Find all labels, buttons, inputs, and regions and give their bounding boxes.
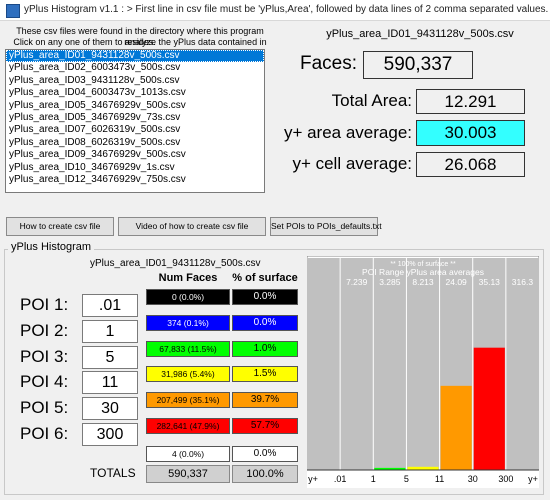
surface-header: % of surface xyxy=(232,272,298,284)
video-how-to-button[interactable]: Video of how to create csv file xyxy=(118,217,266,236)
current-file-name: yPlus_area_ID01_9431128v_500s.csv xyxy=(326,28,514,40)
instruction-line-1: These csv files were found in the direct… xyxy=(16,26,264,47)
faces-value: 590,337 xyxy=(363,51,473,79)
range-surface-cell: 1.5% xyxy=(232,366,298,382)
file-list-item[interactable]: yPlus_area_ID03_9431128v_500s.csv xyxy=(9,74,180,86)
poi-value-input[interactable]: 300 xyxy=(82,423,138,446)
set-pois-defaults-button[interactable]: Set POIs to POIs_defaults.txt xyxy=(270,217,382,236)
range-surface-cell: 39.7% xyxy=(232,392,298,408)
poi-label: POI 4: xyxy=(20,372,69,391)
range-average-label: 7.239 xyxy=(346,277,368,287)
histogram-bar xyxy=(407,466,439,470)
range-surface-cell: 57.7% xyxy=(232,418,298,434)
x-tick-label: y+ xyxy=(308,474,318,484)
csv-file-listbox[interactable]: yPlus_area_ID01_9431128v_500s.csv yPlus_a… xyxy=(5,49,265,193)
file-list-item[interactable]: yPlus_area_ID08_6026319v_500s.csv xyxy=(9,136,181,148)
app-icon xyxy=(6,4,20,18)
totals-label: TOTALS xyxy=(90,466,136,480)
range-surface-cell: 0.0% xyxy=(232,446,298,462)
range-faces-cell: 374 (0.1%) xyxy=(146,315,230,331)
histogram-bar xyxy=(374,467,406,470)
poi-value-input[interactable]: 30 xyxy=(82,397,138,420)
how-to-create-csv-button[interactable]: How to create csv file xyxy=(6,217,114,236)
poi-label: POI 6: xyxy=(20,424,69,443)
chart-x-axis-band xyxy=(307,470,539,488)
x-tick-label: 5 xyxy=(404,474,409,484)
file-list-item[interactable]: yPlus_area_ID01_9431128v_500s.csv xyxy=(6,50,264,63)
file-list-item[interactable]: yPlus_area_ID05_34676929v_73s.csv xyxy=(9,111,181,123)
poi-value-input[interactable]: 11 xyxy=(82,371,138,394)
range-surface-cell: 0.0% xyxy=(232,289,298,305)
histogram-group-title: yPlus Histogram xyxy=(8,241,95,253)
total-area-value: 12.291 xyxy=(416,89,525,114)
poi-label: POI 1: xyxy=(20,295,69,314)
file-list-item[interactable]: yPlus_area_ID05_34676929v_500s.csv xyxy=(9,99,186,111)
range-faces-cell: 67,833 (11.5%) xyxy=(146,341,230,357)
range-average-label: 24.09 xyxy=(446,277,468,287)
totals-faces: 590,337 xyxy=(146,465,230,483)
histogram-group xyxy=(4,249,544,495)
range-average-label: 8.213 xyxy=(412,277,434,287)
file-list-item[interactable]: yPlus_area_ID09_34676929v_500s.csv xyxy=(9,149,186,161)
poi-value-input[interactable]: 5 xyxy=(82,346,138,369)
x-tick-label: 30 xyxy=(468,474,478,484)
file-list-item[interactable]: yPlus_area_ID02_6003473v_500s.csv xyxy=(9,62,181,74)
area-average-label: y+ area average: xyxy=(283,123,412,142)
window-title-bar: yPlus Histogram v1.1 : > First line in c… xyxy=(0,0,550,21)
histogram-bar xyxy=(440,385,472,470)
faces-label: Faces: xyxy=(300,53,358,74)
total-area-label: Total Area: xyxy=(331,91,412,110)
poi-label: POI 2: xyxy=(20,321,69,340)
x-tick-label: 1 xyxy=(371,474,376,484)
range-average-label: 3.285 xyxy=(379,277,401,287)
file-list-item[interactable]: yPlus_area_ID04_6003473v_1013s.csv xyxy=(9,87,186,99)
poi-label: POI 3: xyxy=(20,347,69,366)
range-faces-cell: 31,986 (5.4%) xyxy=(146,366,230,382)
range-surface-cell: 1.0% xyxy=(232,341,298,357)
totals-surface: 100.0% xyxy=(232,465,298,483)
file-list-item[interactable]: yPlus_area_ID12_34676929v_750s.csv xyxy=(9,173,186,185)
file-list-item[interactable]: yPlus_area_ID07_6026319v_500s.csv xyxy=(9,124,181,136)
range-average-label: 316.3 xyxy=(512,277,534,287)
window-title: yPlus Histogram v1.1 : > First line in c… xyxy=(24,4,549,15)
x-tick-label: 300 xyxy=(498,474,513,484)
range-faces-cell: 4 (0.0%) xyxy=(146,446,230,462)
range-surface-cell: 0.0% xyxy=(232,315,298,331)
cell-average-label: y+ cell average: xyxy=(292,154,412,173)
num-faces-header: Num Faces xyxy=(158,272,218,284)
range-faces-cell: 207,499 (35.1%) xyxy=(146,392,230,408)
range-faces-cell: 0 (0.0%) xyxy=(146,289,230,305)
x-tick-label: .01 xyxy=(334,474,347,484)
range-faces-cell: 282,641 (47.9%) xyxy=(146,418,230,434)
yplus-histogram-chart: ** 100% of surface **POI Range yPlus are… xyxy=(307,256,539,488)
range-average-label: 35.13 xyxy=(479,277,501,287)
poi-label: POI 5: xyxy=(20,398,69,417)
chart-subtitle: POI Range yPlus area averages xyxy=(362,267,484,277)
chart-title: ** 100% of surface ** xyxy=(390,261,456,268)
histogram-bar xyxy=(473,347,505,470)
area-average-value: 30.003 xyxy=(416,120,525,146)
file-list-item[interactable]: yPlus_area_ID10_34676929v_1s.csv xyxy=(9,161,175,173)
histogram-file-label: yPlus_area_ID01_9431128v_500s.csv xyxy=(90,258,261,269)
poi-value-input[interactable]: 1 xyxy=(82,320,138,343)
cell-average-value: 26.068 xyxy=(416,152,525,177)
x-tick-label: y+ xyxy=(528,474,538,484)
x-tick-label: 11 xyxy=(435,474,444,484)
poi-value-input[interactable]: .01 xyxy=(82,294,138,317)
